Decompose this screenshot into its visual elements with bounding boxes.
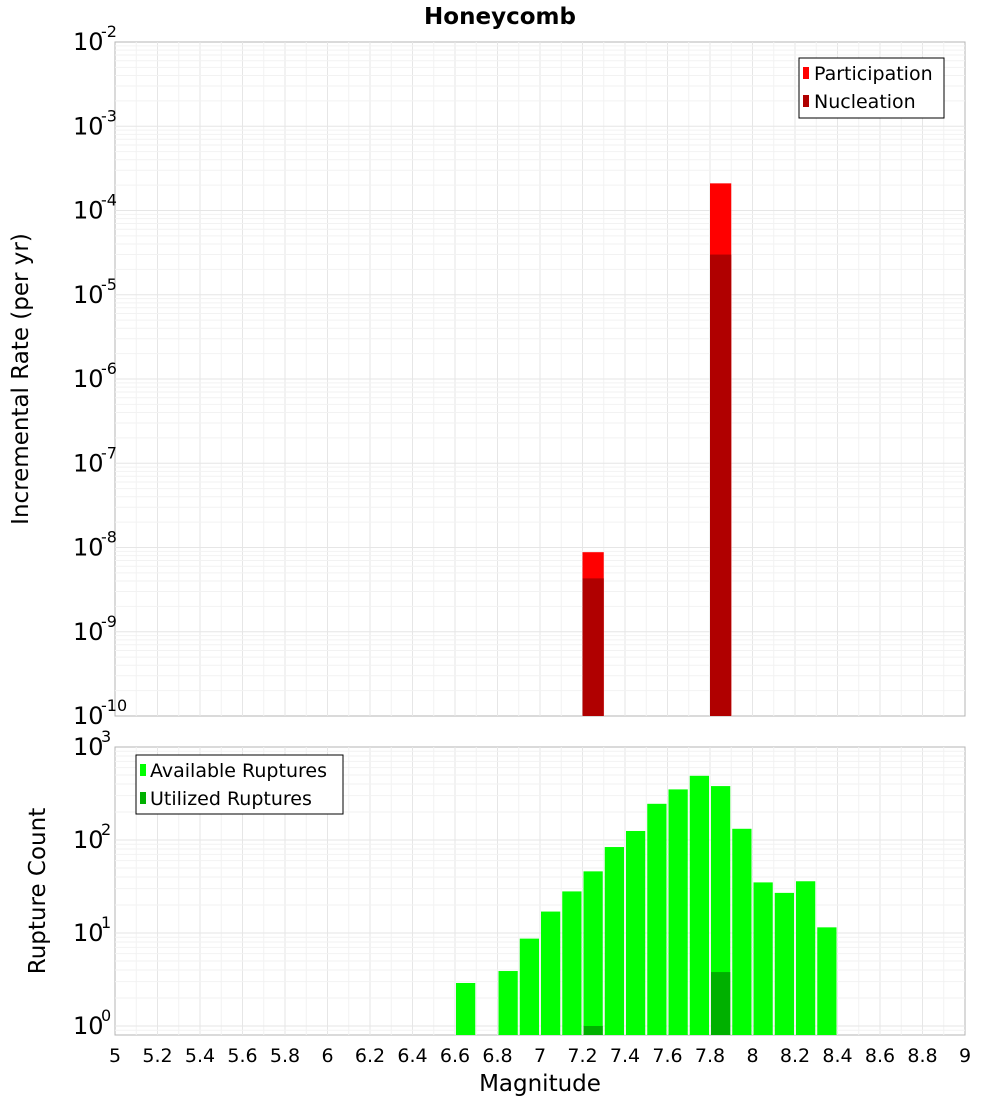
available-ruptures-bar	[456, 982, 476, 1035]
x-tick-label: 9	[959, 1045, 971, 1067]
x-axis-title: Magnitude	[479, 1071, 601, 1097]
y-tick-label: 10	[73, 826, 104, 854]
magnitude-x-ticks: 5 5.2 5.4 5.6 5.8 6 6.2 6.4 6.6 6.8 7 7.2 7.4 7.6 7.8 8…	[109, 1045, 971, 1067]
utilized-ruptures-bar	[583, 1025, 603, 1035]
y-tick-exponent: -8	[101, 528, 117, 547]
x-tick-label: 5	[109, 1045, 121, 1067]
x-tick-label: 6.6	[440, 1045, 470, 1067]
x-tick-label: 6.8	[482, 1045, 512, 1067]
x-tick-label: 8.8	[907, 1045, 937, 1067]
y-tick-exponent: -3	[101, 106, 117, 125]
x-tick-label: 5.4	[185, 1045, 215, 1067]
available-ruptures-bar	[541, 911, 561, 1035]
available-ruptures-bar	[732, 828, 752, 1035]
rate-grid	[115, 42, 965, 716]
y-tick-label: 10	[73, 919, 104, 947]
available-ruptures-bar	[689, 775, 709, 1035]
legend-label-available: Available Ruptures	[150, 760, 327, 782]
x-tick-label: 6	[321, 1045, 333, 1067]
legend-swatch-utilized	[140, 792, 146, 804]
y-tick-exponent: -2	[101, 22, 117, 41]
y-tick-exponent: 0	[101, 1006, 111, 1025]
nucleation-bar	[710, 254, 732, 716]
available-ruptures-bar	[498, 971, 518, 1035]
x-tick-label: 6.4	[397, 1045, 427, 1067]
y-tick-exponent: 1	[101, 913, 111, 932]
x-tick-label: 5.2	[142, 1045, 172, 1067]
count-legend: Available Ruptures Utilized Ruptures	[135, 754, 344, 815]
y-tick-label: 10	[73, 197, 104, 225]
y-tick-label: 10	[73, 28, 104, 56]
nucleation-bar	[582, 578, 604, 716]
y-tick-label: 10	[73, 702, 104, 730]
x-tick-label: 5.6	[227, 1045, 257, 1067]
y-tick-label: 10	[73, 281, 104, 309]
y-tick-label: 10	[73, 449, 104, 477]
x-tick-label: 8.4	[822, 1045, 852, 1067]
utilized-ruptures-bar	[711, 972, 731, 1035]
x-tick-label: 7.4	[610, 1045, 640, 1067]
y-tick-exponent: -6	[101, 359, 117, 378]
x-tick-label: 7.8	[695, 1045, 725, 1067]
available-ruptures-bar	[753, 882, 773, 1035]
y-tick-label: 10	[73, 112, 104, 140]
y-tick-exponent: 3	[101, 727, 111, 746]
x-tick-label: 8	[746, 1045, 758, 1067]
rate-bars	[582, 183, 732, 716]
y-tick-label: 10	[73, 534, 104, 562]
y-tick-exponent: -4	[101, 191, 117, 210]
x-tick-label: 5.8	[270, 1045, 300, 1067]
available-ruptures-bar	[626, 830, 646, 1035]
rate-y-axis-title: Incremental Rate (per yr)	[8, 233, 34, 525]
y-tick-label: 10	[73, 733, 104, 761]
legend-swatch-available	[140, 764, 146, 776]
available-ruptures-bar	[817, 927, 837, 1035]
rate-legend: Participation Nucleation	[798, 57, 945, 119]
legend-label-utilized: Utilized Ruptures	[150, 788, 312, 810]
y-tick-exponent: -7	[101, 443, 117, 462]
available-ruptures-bar	[796, 881, 816, 1035]
legend-swatch-participation	[803, 67, 809, 79]
y-tick-exponent: -9	[101, 612, 117, 631]
x-tick-label: 6.2	[355, 1045, 385, 1067]
count-legend-box	[135, 754, 344, 815]
y-tick-exponent: -10	[101, 696, 127, 715]
available-ruptures-bar	[583, 871, 603, 1035]
legend-label-participation: Participation	[814, 63, 933, 85]
count-y-axis-title: Rupture Count	[25, 808, 51, 974]
y-tick-label: 10	[73, 1012, 104, 1040]
legend-label-nucleation: Nucleation	[814, 91, 916, 113]
available-ruptures-bar	[562, 891, 582, 1035]
chart-title: Honeycomb	[424, 4, 576, 30]
available-ruptures-bar	[519, 938, 539, 1035]
count-bars	[456, 775, 837, 1035]
x-tick-label: 7.2	[567, 1045, 597, 1067]
x-tick-label: 7	[534, 1045, 546, 1067]
legend-swatch-nucleation	[803, 95, 809, 107]
rate-legend-box	[798, 57, 945, 119]
x-tick-label: 8.6	[865, 1045, 895, 1067]
x-tick-label: 8.2	[780, 1045, 810, 1067]
available-ruptures-bar	[668, 789, 688, 1035]
available-ruptures-bar	[604, 847, 624, 1035]
y-tick-exponent: 2	[101, 820, 111, 839]
available-ruptures-bar	[774, 892, 794, 1035]
y-tick-exponent: -5	[101, 275, 117, 294]
x-tick-label: 7.6	[652, 1045, 682, 1067]
y-tick-label: 10	[73, 365, 104, 393]
y-tick-label: 10	[73, 618, 104, 646]
available-ruptures-bar	[647, 803, 667, 1035]
